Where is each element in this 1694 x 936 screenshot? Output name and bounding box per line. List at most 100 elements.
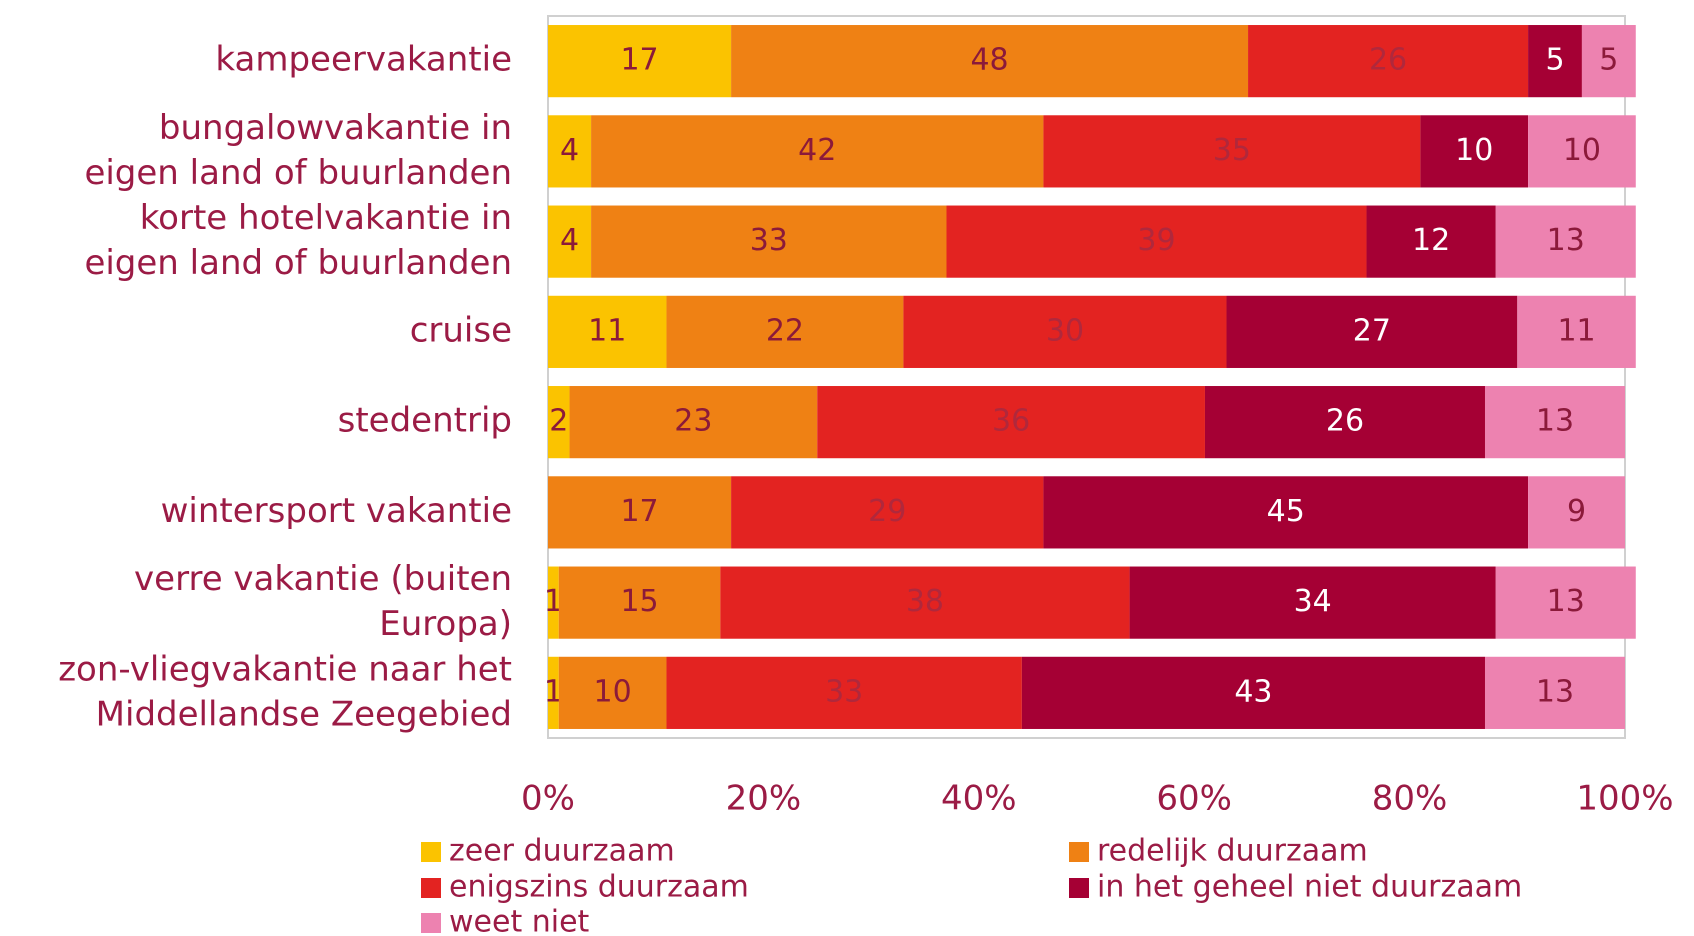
- value-label: 9: [1567, 494, 1586, 529]
- value-label: 45: [1267, 494, 1305, 529]
- value-label: 33: [750, 223, 788, 258]
- value-label: 22: [766, 313, 804, 348]
- bar-segment: [1226, 295, 1518, 368]
- bar-segment: [817, 386, 1205, 459]
- value-label: 26: [1326, 404, 1364, 439]
- x-tick-label: 100%: [1576, 779, 1673, 819]
- bar-segment: [548, 25, 732, 98]
- bar-segment: [720, 566, 1130, 639]
- value-label: 13: [1547, 223, 1585, 258]
- bar-segment: [558, 656, 667, 729]
- bar-segment: [548, 295, 667, 368]
- value-label: 29: [868, 494, 906, 529]
- bar-segment: [1495, 566, 1636, 639]
- value-label: 10: [1455, 133, 1493, 168]
- bar-segment: [1043, 115, 1421, 188]
- value-label: 26: [1369, 43, 1407, 78]
- category-label: kampeervakantie: [215, 40, 512, 80]
- bar-segment: [666, 295, 904, 368]
- bar-segment: [548, 115, 592, 188]
- value-label: 1: [544, 674, 563, 709]
- value-label: 10: [594, 674, 632, 709]
- bar-segment: [731, 476, 1044, 549]
- plot-border: [547, 15, 1626, 739]
- bar-segment: [569, 386, 818, 459]
- value-label: 17: [620, 43, 658, 78]
- bar-segment: [548, 566, 559, 639]
- bar-segment: [548, 476, 732, 549]
- bar-segment: [1581, 25, 1636, 98]
- legend-label: redelijk duurzaam: [1097, 834, 1368, 869]
- value-label: 11: [1557, 313, 1595, 348]
- bar-segment: [1484, 386, 1625, 459]
- bar-segment: [1129, 566, 1496, 639]
- legend-label: in het geheel niet duurzaam: [1097, 870, 1522, 905]
- value-label: 13: [1547, 584, 1585, 619]
- bar-segment: [591, 205, 947, 278]
- legend-swatch: [1069, 878, 1089, 898]
- category-label: korte hotelvakantie in eigen land of buur…: [84, 198, 512, 283]
- value-label: 10: [1563, 133, 1601, 168]
- bar-segment: [1204, 386, 1485, 459]
- bar-segment: [591, 115, 1044, 188]
- x-tick-label: 60%: [1156, 779, 1232, 819]
- bar-segment: [1021, 656, 1485, 729]
- category-label: cruise: [410, 310, 512, 350]
- value-label: 4: [560, 223, 579, 258]
- value-label: 39: [1137, 223, 1175, 258]
- value-label: 13: [1536, 674, 1574, 709]
- legend-swatch: [421, 842, 441, 862]
- legend-swatch: [1069, 842, 1089, 862]
- category-label: wintersport vakantie: [161, 491, 512, 531]
- bar-segment: [548, 205, 592, 278]
- value-label: 43: [1234, 674, 1272, 709]
- value-label: 17: [620, 494, 658, 529]
- bar-segment: [1043, 476, 1529, 549]
- bar-segment: [1517, 295, 1636, 368]
- value-label: 12: [1412, 223, 1450, 258]
- bar-segment: [1528, 476, 1625, 549]
- bar-segment: [666, 656, 1022, 729]
- category-label: zon-vliegvakantie naar het Middellandse Z…: [58, 649, 512, 734]
- legend-label: zeer duurzaam: [449, 834, 675, 869]
- value-label: 5: [1599, 43, 1618, 78]
- value-label: 34: [1294, 584, 1332, 619]
- legend-label: weet niet: [449, 905, 590, 936]
- bar-segment: [1495, 205, 1636, 278]
- bar-segment: [1528, 25, 1582, 98]
- value-label: 35: [1213, 133, 1251, 168]
- value-label: 33: [825, 674, 863, 709]
- bar-segment: [1420, 115, 1529, 188]
- x-tick-label: 0%: [521, 779, 575, 819]
- value-label: 4: [560, 133, 579, 168]
- value-label: 13: [1536, 404, 1574, 439]
- value-label: 5: [1545, 43, 1564, 78]
- bar-segment: [903, 295, 1227, 368]
- value-label: 27: [1353, 313, 1391, 348]
- value-label: 2: [549, 404, 568, 439]
- bar-segment: [548, 656, 559, 729]
- legend-label: enigszins duurzaam: [449, 870, 749, 905]
- bar-segment: [1248, 25, 1529, 98]
- legend-swatch: [421, 878, 441, 898]
- value-label: 15: [620, 584, 658, 619]
- value-label: 42: [798, 133, 836, 168]
- category-label: stedentrip: [338, 401, 512, 441]
- bar-segment: [1366, 205, 1496, 278]
- category-label: verre vakantie (buiten Europa): [134, 559, 512, 644]
- value-label: 38: [906, 584, 944, 619]
- bar-segment: [946, 205, 1367, 278]
- value-label: 30: [1046, 313, 1084, 348]
- category-label: bungalowvakantie in eigen land of buurlan…: [84, 107, 512, 192]
- x-tick-label: 20%: [726, 779, 802, 819]
- bar-segment: [731, 25, 1249, 98]
- bar-segment: [558, 566, 721, 639]
- value-label: 1: [544, 584, 563, 619]
- legend-swatch: [421, 913, 441, 933]
- value-label: 11: [588, 313, 626, 348]
- x-tick-label: 80%: [1372, 779, 1448, 819]
- value-label: 36: [992, 404, 1030, 439]
- bar-segment: [1528, 115, 1636, 188]
- value-label: 48: [970, 43, 1008, 78]
